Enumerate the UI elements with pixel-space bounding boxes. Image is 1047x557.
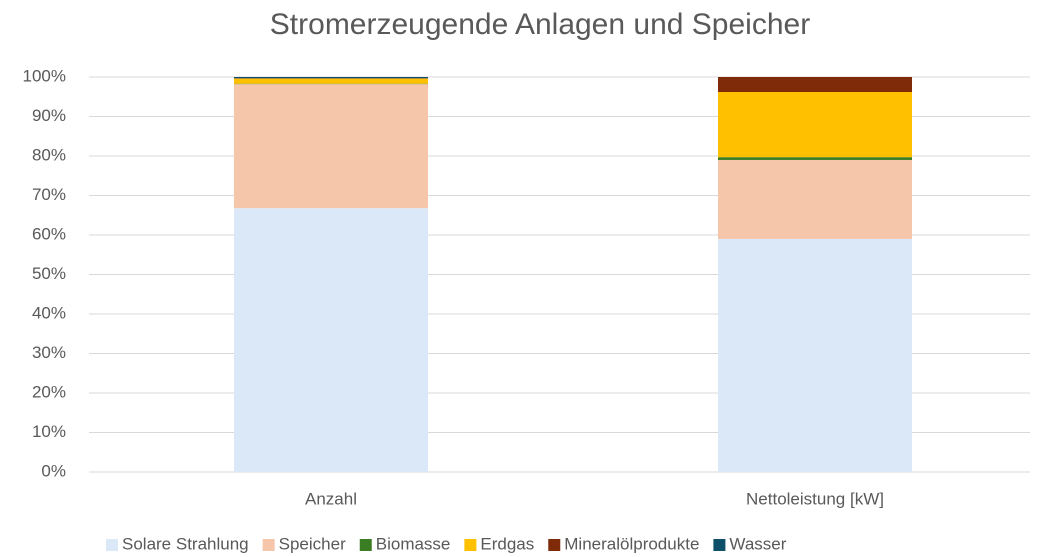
- legend-label: Speicher: [279, 534, 346, 553]
- legend-label: Wasser: [729, 534, 786, 553]
- y-tick-label: 0%: [41, 461, 66, 480]
- legend-swatch: [464, 539, 477, 551]
- legend-swatch: [713, 539, 726, 551]
- y-tick-label: 90%: [32, 106, 66, 125]
- y-tick-label: 10%: [32, 422, 66, 441]
- legend-swatch: [262, 539, 275, 551]
- bar-segment: [234, 78, 428, 84]
- legend-label: Erdgas: [480, 534, 534, 553]
- bar-segment: [234, 84, 428, 209]
- bar-segment: [718, 77, 912, 93]
- y-tick-label: 50%: [32, 264, 66, 283]
- y-tick-label: 60%: [32, 224, 66, 243]
- bar-segment: [718, 157, 912, 160]
- legend-label: Solare Strahlung: [122, 534, 249, 553]
- y-tick-label: 40%: [32, 303, 66, 322]
- bar-segment: [718, 238, 912, 472]
- legend-swatch: [106, 539, 118, 551]
- y-tick-label: 70%: [32, 185, 66, 204]
- legend-label: Biomasse: [376, 534, 451, 553]
- legend-swatch: [548, 539, 561, 551]
- bar-segment: [234, 208, 428, 472]
- chart-title: Stromerzeugende Anlagen und Speicher: [270, 8, 810, 41]
- legend-swatch: [359, 539, 372, 551]
- y-tick-label: 30%: [32, 343, 66, 362]
- x-tick-label: Nettoleistung [kW]: [746, 489, 884, 508]
- bar-segment: [718, 92, 912, 158]
- y-tick-label: 20%: [32, 382, 66, 401]
- bar-segment: [718, 159, 912, 239]
- y-tick-label: 80%: [32, 145, 66, 164]
- legend-label: Mineralölprodukte: [564, 534, 699, 553]
- y-tick-label: 100%: [23, 66, 66, 85]
- x-tick-label: Anzahl: [305, 489, 357, 508]
- bar-segment: [234, 77, 428, 79]
